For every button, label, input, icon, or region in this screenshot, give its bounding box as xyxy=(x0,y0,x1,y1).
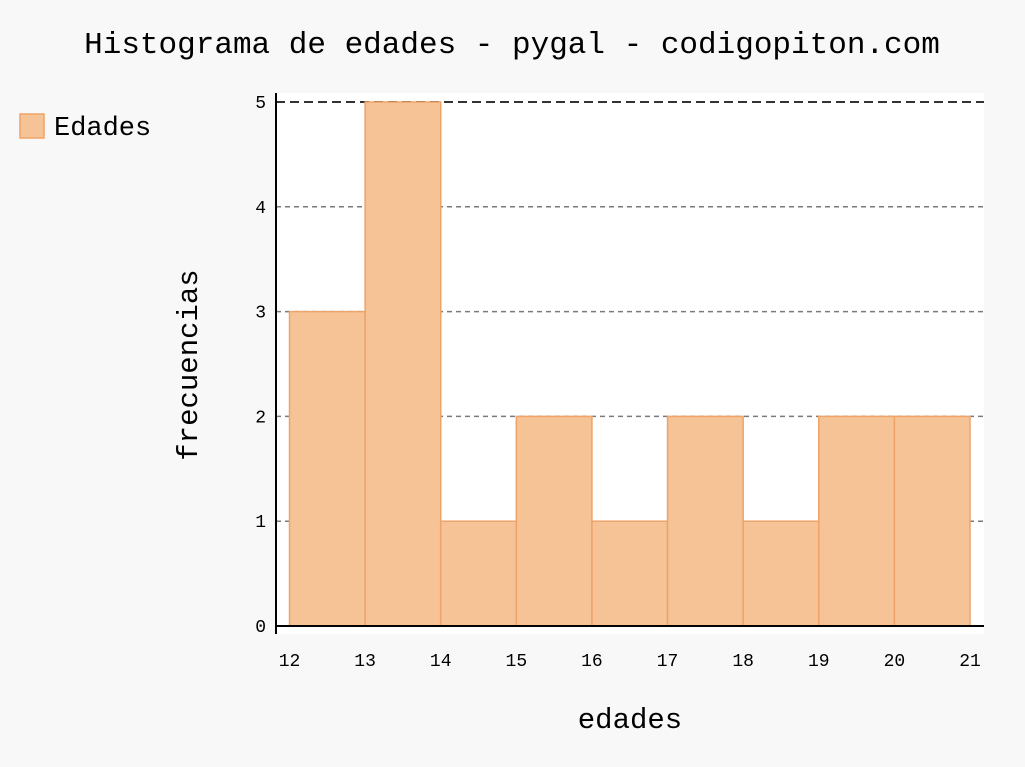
chart-title: Histograma de edades - pygal - codigopit… xyxy=(84,28,940,63)
histogram-bar[interactable] xyxy=(364,101,442,627)
y-tick-label: 2 xyxy=(255,408,266,428)
y-tick-label: 3 xyxy=(255,304,266,324)
legend-label: Edades xyxy=(54,114,151,144)
histogram-bar[interactable] xyxy=(439,520,518,627)
histogram-bar[interactable] xyxy=(893,415,971,627)
histogram-bar[interactable] xyxy=(666,415,744,627)
x-tick-label: 14 xyxy=(430,652,452,672)
x-tick-label: 15 xyxy=(506,652,528,672)
histogram-bar[interactable] xyxy=(818,415,896,627)
y-tick-label: 0 xyxy=(255,618,266,638)
y-tick-labels: 0 1 2 3 4 5 xyxy=(255,94,266,638)
legend[interactable]: Edades xyxy=(19,113,151,144)
histogram-bar[interactable] xyxy=(515,415,593,627)
histogram-bar[interactable] xyxy=(591,520,669,627)
x-tick-label: 18 xyxy=(732,652,754,672)
histogram-bar[interactable] xyxy=(742,520,820,627)
histogram-bar[interactable] xyxy=(288,310,366,627)
x-tick-label: 16 xyxy=(581,652,603,672)
y-tick-label: 4 xyxy=(255,199,266,219)
y-tick-label: 1 xyxy=(255,513,266,533)
y-axis-title: frecuencias xyxy=(173,269,206,460)
x-tick-labels: 12 13 14 15 16 17 18 19 20 21 xyxy=(279,652,981,672)
y-tick-label: 5 xyxy=(255,94,266,114)
x-tick-label: 19 xyxy=(808,652,830,672)
x-tick-label: 20 xyxy=(884,652,906,672)
x-tick-label: 13 xyxy=(354,652,376,672)
bars xyxy=(288,101,971,627)
x-tick-label: 17 xyxy=(657,652,679,672)
legend-swatch xyxy=(19,113,45,139)
x-tick-label: 12 xyxy=(279,652,301,672)
x-axis-title: edades xyxy=(578,704,682,737)
axes xyxy=(275,93,984,634)
x-tick-label: 21 xyxy=(959,652,981,672)
